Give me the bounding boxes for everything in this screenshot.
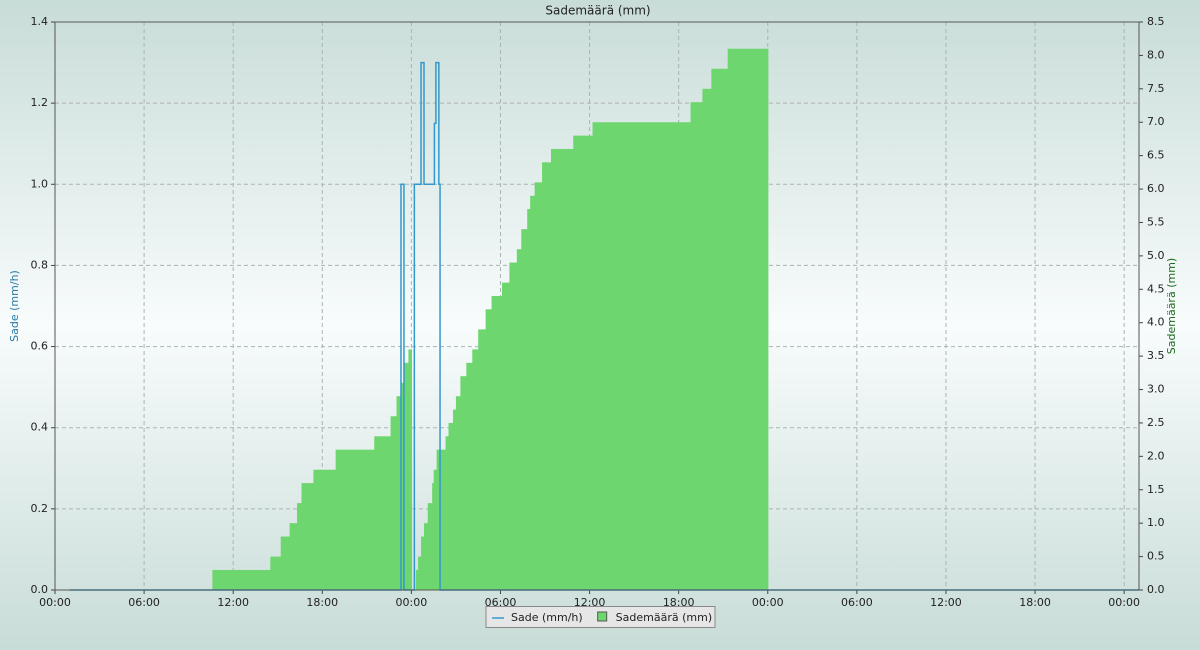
area-step — [455, 396, 461, 590]
area-step — [313, 469, 337, 590]
y2-tick-label: 5.0 — [1147, 249, 1165, 262]
chart-title: Sademäärä (mm) — [545, 4, 650, 18]
y2-tick-label: 6.0 — [1147, 182, 1165, 195]
area-step — [478, 329, 487, 590]
area-step — [448, 422, 454, 590]
y2-tick-label: 3.5 — [1147, 349, 1165, 362]
area-step — [501, 282, 510, 590]
y2-tick-label: 4.5 — [1147, 282, 1165, 295]
y-axis-label: Sade (mm/h) — [8, 270, 21, 342]
area-step — [396, 396, 402, 590]
area-step — [403, 362, 410, 590]
y-tick-label: 1.4 — [31, 15, 49, 28]
y-tick-label: 0.8 — [31, 258, 49, 271]
y2-tick-label: 2.0 — [1147, 449, 1165, 462]
y2-tick-label: 0.0 — [1147, 583, 1165, 596]
legend-label: Sademäärä (mm) — [616, 611, 712, 624]
area-step — [485, 309, 493, 590]
axes-frame — [54, 21, 1140, 591]
area-step — [534, 182, 543, 590]
x-tick-label: 00:00 — [1108, 596, 1140, 609]
area-step — [466, 362, 473, 590]
y2-tick-label: 6.5 — [1147, 149, 1165, 162]
x-tick-label: 06:00 — [485, 596, 517, 609]
x-tick-label: 18:00 — [663, 596, 695, 609]
area-step — [301, 483, 314, 590]
area-step — [335, 449, 375, 590]
y2-tick-label: 4.0 — [1147, 316, 1165, 329]
area-step — [550, 148, 574, 590]
area-step — [516, 249, 522, 590]
y2-tick-label: 8.5 — [1147, 15, 1165, 28]
area-step — [415, 569, 419, 590]
area-step — [460, 376, 467, 590]
area-step — [289, 523, 298, 590]
area-step — [509, 262, 518, 590]
area-step — [212, 569, 271, 590]
area-step — [530, 195, 536, 590]
area-step — [527, 209, 531, 590]
x-tick-label: 00:00 — [39, 596, 71, 609]
legend-swatch — [597, 611, 608, 622]
y2-axis-label: Sademäärä (mm) — [1165, 258, 1178, 354]
area-step — [491, 295, 503, 590]
x-tick-label: 12:00 — [217, 596, 249, 609]
area-step — [374, 436, 392, 590]
y2-tick-label: 5.5 — [1147, 215, 1165, 228]
area-step — [297, 503, 303, 590]
area-step — [542, 162, 552, 590]
area-step — [390, 416, 398, 590]
area-step — [270, 556, 282, 590]
x-tick-label: 00:00 — [752, 596, 784, 609]
area-step — [445, 436, 450, 590]
area-step — [452, 409, 457, 590]
area-step — [408, 349, 412, 590]
area-step — [573, 135, 594, 590]
y-tick-label: 1.0 — [31, 177, 49, 190]
x-tick-label: 18:00 — [1019, 596, 1051, 609]
area-step — [727, 48, 769, 590]
y2-tick-label: 3.0 — [1147, 383, 1165, 396]
y-tick-label: 0.6 — [31, 340, 49, 353]
area-step — [432, 483, 435, 590]
x-tick-label: 12:00 — [930, 596, 962, 609]
area-step — [711, 68, 729, 590]
y2-tick-label: 1.5 — [1147, 483, 1165, 496]
area-step — [418, 556, 422, 590]
area-step — [702, 88, 712, 590]
area-step — [472, 349, 479, 590]
y-tick-label: 0.2 — [31, 502, 49, 515]
area-step — [592, 122, 692, 590]
y2-tick-label: 7.5 — [1147, 82, 1165, 95]
y-tick-label: 0.0 — [31, 583, 49, 596]
area-step — [433, 469, 438, 590]
area-step — [690, 102, 704, 590]
area-step — [436, 449, 447, 590]
x-tick-label: 12:00 — [574, 596, 606, 609]
y-tick-label: 0.4 — [31, 421, 49, 434]
area-step — [424, 523, 429, 590]
x-tick-label: 18:00 — [306, 596, 338, 609]
area-step — [427, 503, 433, 590]
y2-tick-label: 1.0 — [1147, 516, 1165, 529]
line — [69, 61, 1139, 591]
y2-tick-label: 0.5 — [1147, 550, 1165, 563]
y2-tick-label: 7.0 — [1147, 115, 1165, 128]
x-tick-label: 06:00 — [841, 596, 873, 609]
area-step — [400, 382, 405, 590]
y-tick-label: 1.2 — [31, 96, 49, 109]
area-step — [280, 536, 291, 590]
area-step — [421, 536, 425, 590]
area-step — [521, 229, 528, 590]
legend: Sade (mm/h) Sademäärä (mm) — [485, 606, 716, 628]
y2-tick-label: 2.5 — [1147, 416, 1165, 429]
legend-label: Sade (mm/h) — [511, 611, 583, 624]
x-tick-label: 00:00 — [396, 596, 428, 609]
y2-tick-label: 8.0 — [1147, 48, 1165, 61]
x-tick-label: 06:00 — [128, 596, 160, 609]
